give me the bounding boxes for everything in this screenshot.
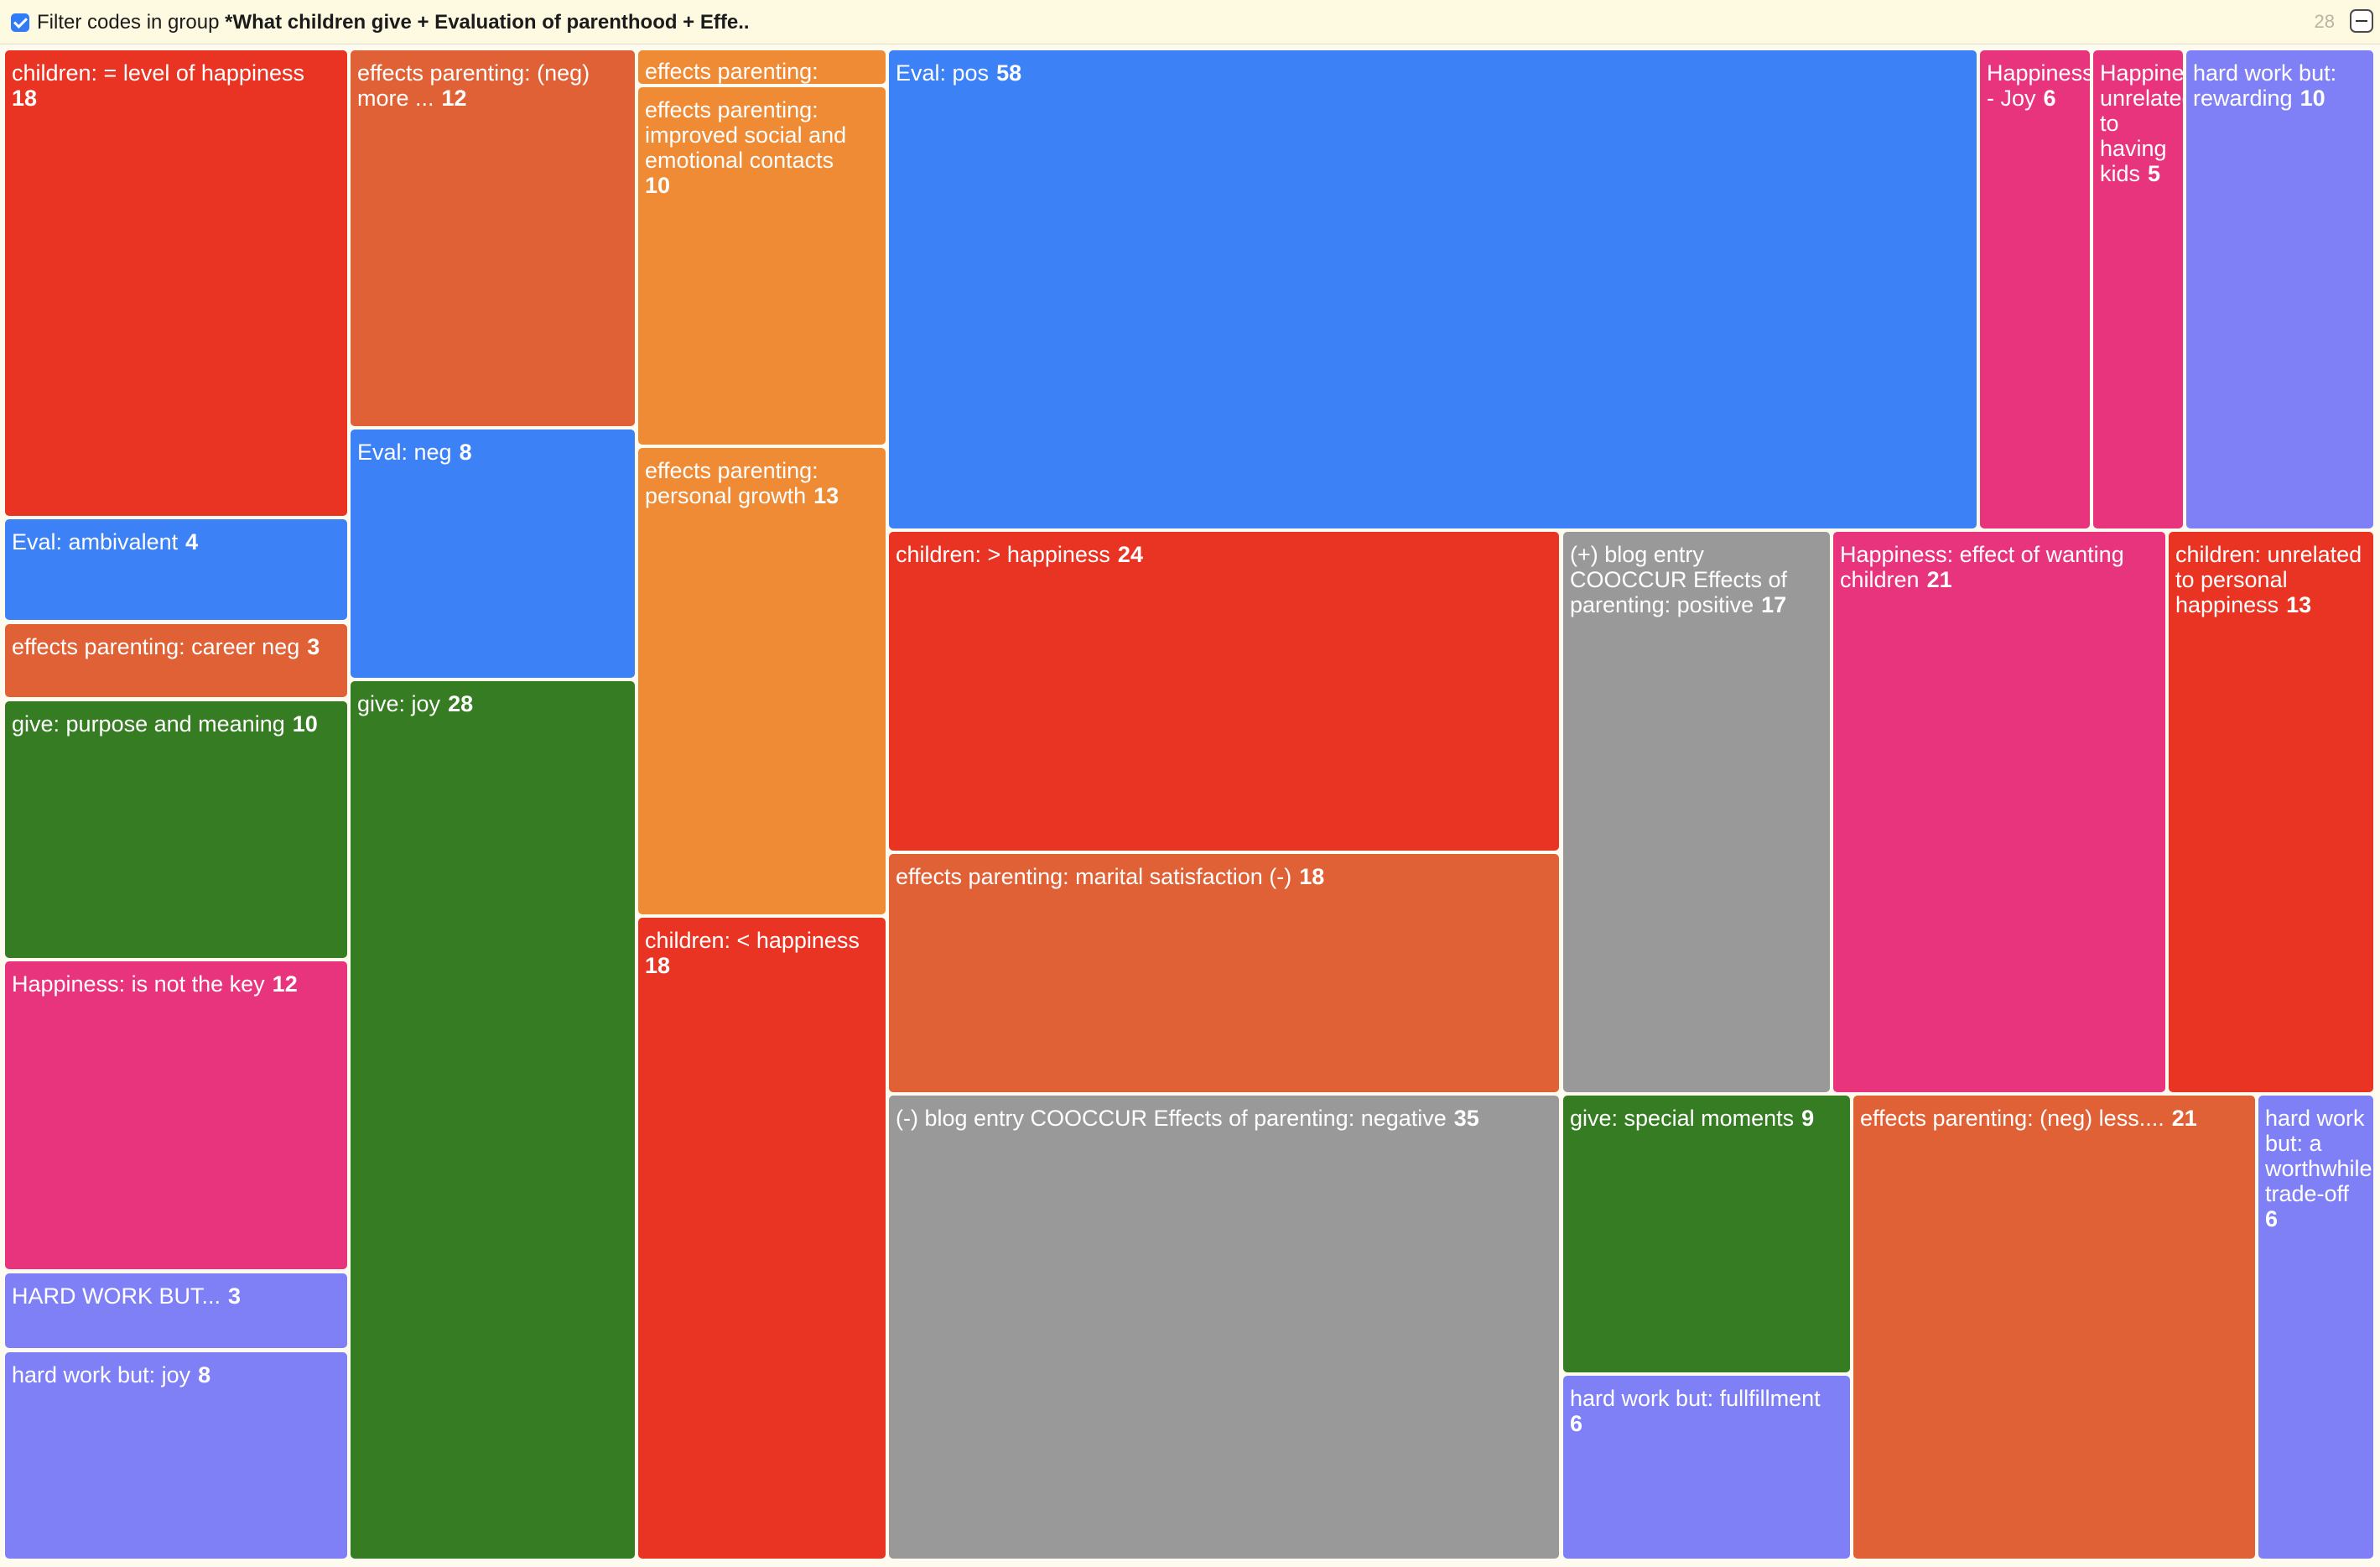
tile-count: 3 (307, 634, 320, 659)
tile-count: 10 (2299, 86, 2325, 111)
treemap-tile[interactable]: hard work but: a worthwhile trade-off 6 (2258, 1096, 2373, 1559)
treemap-tile[interactable]: give: purpose and meaning 10 (5, 701, 347, 958)
treemap-tile[interactable]: Eval: ambivalent 4 (5, 519, 347, 620)
tile-count: 12 (441, 86, 467, 111)
tile-label: children: > happiness (896, 542, 1110, 567)
treemap-tile[interactable]: effects parenting: career neg 3 (5, 624, 347, 697)
tile-label: give: joy (357, 691, 441, 716)
treemap-tile[interactable]: effects parenting: improved social and e… (638, 87, 886, 445)
tile-label: children: < happiness (645, 928, 860, 953)
treemap-tile[interactable]: children: > happiness 24 (889, 532, 1559, 851)
tile-count: 10 (645, 173, 671, 198)
tile-label: effects parenting: career neg (12, 634, 300, 659)
treemap-tile[interactable]: HARD WORK BUT... 3 (5, 1273, 347, 1348)
treemap-tile[interactable]: children: unrelated to personal happines… (2169, 532, 2373, 1092)
tile-count: 18 (645, 953, 671, 978)
tile-count: 5 (2148, 161, 2161, 186)
treemap-tile[interactable]: effects parenting: (neg) less.... 21 (1853, 1096, 2255, 1559)
tile-count: 17 (1761, 592, 1787, 617)
code-treemap: children: = level of happiness 18 Eval: a… (0, 44, 2380, 1567)
tile-label: effects parenting: (neg) more ... (357, 60, 590, 111)
filter-label[interactable]: Filter codes in group *What children giv… (37, 11, 750, 34)
treemap-tile[interactable]: (-) blog entry COOCCUR Effects of parent… (889, 1096, 1559, 1559)
treemap-tile[interactable]: effects parenting: marital satisfaction … (889, 854, 1559, 1092)
tile-label: Happiness: is not the key (12, 971, 265, 997)
treemap-tile[interactable]: give: joy 28 (351, 681, 635, 1559)
treemap-tile[interactable]: Eval: neg 8 (351, 429, 635, 678)
treemap-tile[interactable]: hard work but: rewarding 10 (2186, 50, 2373, 528)
tile-label: give: special moments (1570, 1106, 1795, 1131)
filter-bar: Filter codes in group *What children giv… (0, 0, 2380, 44)
tile-label: effects parenting: personal growth (645, 458, 818, 508)
tile-count: 9 (1801, 1106, 1815, 1131)
tile-count: 6 (1570, 1411, 1583, 1436)
tile-count: 21 (2171, 1106, 2197, 1131)
tile-count: 58 (996, 60, 1022, 86)
tile-label: Eval: pos (896, 60, 990, 86)
filter-checkbox[interactable] (11, 13, 29, 32)
treemap-tile[interactable]: give: special moments 9 (1563, 1096, 1850, 1372)
tile-count: 28 (448, 691, 474, 716)
tile-label: hard work but: fullfillment (1570, 1386, 1821, 1411)
tile-count: 4 (185, 529, 199, 554)
tile-label: effects parenting: (neg) less.... (1860, 1106, 2164, 1131)
tile-label: effects parenting: improved social and e… (645, 97, 847, 173)
treemap-tile[interactable]: Happiness - Joy 6 (1980, 50, 2090, 528)
tile-count: 3 (228, 1283, 242, 1309)
tile-label: Happiness: unrelated to having kids (2100, 60, 2183, 186)
code-count: 28 (2314, 11, 2335, 32)
tile-label: Eval: neg (357, 440, 452, 465)
treemap-tile[interactable]: effects parenting: (638, 50, 886, 84)
tile-label: hard work but: joy (12, 1362, 191, 1387)
tile-label: (+) blog entry COOCCUR Effects of parent… (1570, 542, 1788, 617)
treemap-tile[interactable]: Eval: pos 58 (889, 50, 1977, 528)
treemap-tile[interactable]: children: = level of happiness 18 (5, 50, 347, 516)
treemap-tile[interactable]: Happiness: is not the key 12 (5, 961, 347, 1269)
treemap-tile[interactable]: hard work but: fullfillment 6 (1563, 1376, 1850, 1559)
treemap-tile[interactable]: effects parenting: (neg) more ... 12 (351, 50, 635, 426)
tile-count: 13 (813, 483, 839, 508)
filter-prefix: Filter codes in group (37, 11, 220, 34)
tile-label: effects parenting: (645, 59, 818, 84)
tile-label: hard work but: rewarding (2193, 60, 2337, 111)
tile-label: Happiness - Joy (1987, 60, 2090, 111)
tile-count: 6 (2265, 1206, 2279, 1231)
tile-count: 18 (12, 86, 38, 111)
treemap-tile[interactable]: hard work but: joy 8 (5, 1352, 347, 1559)
tile-label: children: = level of happiness (12, 60, 304, 86)
tile-label: give: purpose and meaning (12, 711, 285, 737)
tile-count: 10 (292, 711, 318, 737)
tile-count: 35 (1453, 1106, 1479, 1131)
treemap-tile[interactable]: (+) blog entry COOCCUR Effects of parent… (1563, 532, 1830, 1092)
tile-label: effects parenting: marital satisfaction … (896, 864, 1292, 889)
tile-count: 21 (1926, 567, 1952, 592)
tile-count: 13 (2286, 592, 2312, 617)
treemap-tile[interactable]: effects parenting: personal growth 13 (638, 448, 886, 914)
tile-count: 18 (1299, 864, 1325, 889)
tile-label: hard work but: a worthwhile trade-off (2265, 1106, 2372, 1206)
treemap-tile[interactable]: Happiness: effect of wanting children 21 (1833, 532, 2165, 1092)
filter-group-name: *What children give + Evaluation of pare… (225, 11, 750, 34)
tile-count: 8 (198, 1362, 211, 1387)
tile-count: 8 (459, 440, 472, 465)
treemap-tile[interactable]: children: < happiness 18 (638, 918, 886, 1559)
tile-count: 6 (2043, 86, 2056, 111)
tile-count: 24 (1117, 542, 1143, 567)
collapse-button[interactable] (2350, 9, 2373, 33)
tile-count: 12 (272, 971, 298, 997)
tile-label: children: unrelated to personal happines… (2175, 542, 2362, 617)
tile-label: Happiness: effect of wanting children (1840, 542, 2124, 592)
tile-label: HARD WORK BUT... (12, 1283, 221, 1309)
tile-label: Eval: ambivalent (12, 529, 179, 554)
tile-label: (-) blog entry COOCCUR Effects of parent… (896, 1106, 1447, 1131)
